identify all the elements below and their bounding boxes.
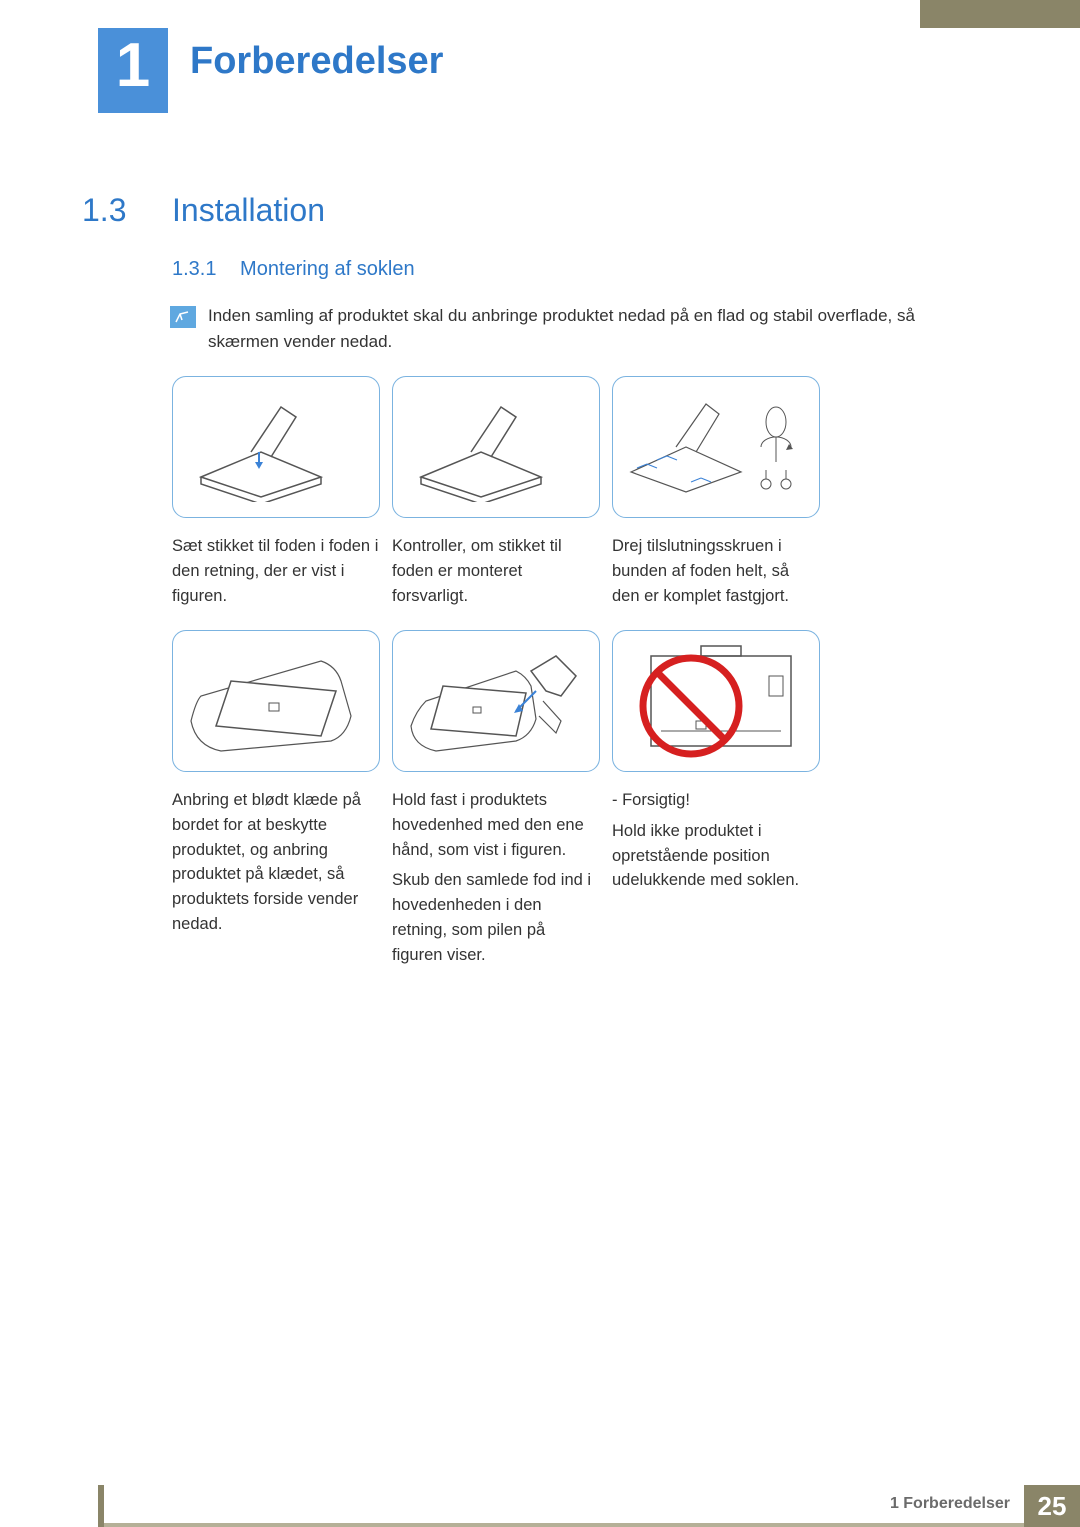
step-4-illustration xyxy=(172,630,380,772)
chapter-number-tab: 1 xyxy=(98,28,168,113)
footer-page-number: 25 xyxy=(1024,1485,1080,1527)
step-1-text: Sæt stikket til foden i foden i den retn… xyxy=(172,534,380,614)
footer-left-accent xyxy=(98,1485,104,1527)
step-4-text: Anbring et blødt klæde på bordet for at … xyxy=(172,788,380,973)
chapter-title: Forberedelser xyxy=(190,40,443,83)
section-title: Installation xyxy=(172,192,325,229)
step-6-text: - Forsigtig! Hold ikke produktet i opret… xyxy=(612,788,820,973)
step-3-text: Drej tilslutningsskruen i bunden af fode… xyxy=(612,534,820,614)
footer-rule xyxy=(98,1485,876,1527)
note-icon xyxy=(170,306,196,328)
section-number: 1.3 xyxy=(82,192,126,229)
step-6-illustration xyxy=(612,630,820,772)
page-footer: 1 Forberedelser 25 xyxy=(98,1485,1080,1527)
chapter-number: 1 xyxy=(116,30,150,101)
step-3-illustration xyxy=(612,376,820,518)
note-text: Inden samling af produktet skal du anbri… xyxy=(208,303,928,356)
step-1-illustration xyxy=(172,376,380,518)
footer-chapter-label: 1 Forberedelser xyxy=(876,1485,1024,1527)
subsection-number: 1.3.1 xyxy=(172,258,216,280)
subsection-title: Montering af soklen xyxy=(240,258,415,280)
step-2-illustration xyxy=(392,376,600,518)
step-2-text: Kontroller, om stikket til foden er mont… xyxy=(392,534,600,614)
subsection-heading: 1.3.1 Montering af soklen xyxy=(172,258,415,281)
step-5-illustration xyxy=(392,630,600,772)
top-accent-bar xyxy=(920,0,1080,28)
step-5-text: Hold fast i produktets hovedenhed med de… xyxy=(392,788,600,973)
steps-grid: Sæt stikket til foden i foden i den retn… xyxy=(172,376,822,973)
